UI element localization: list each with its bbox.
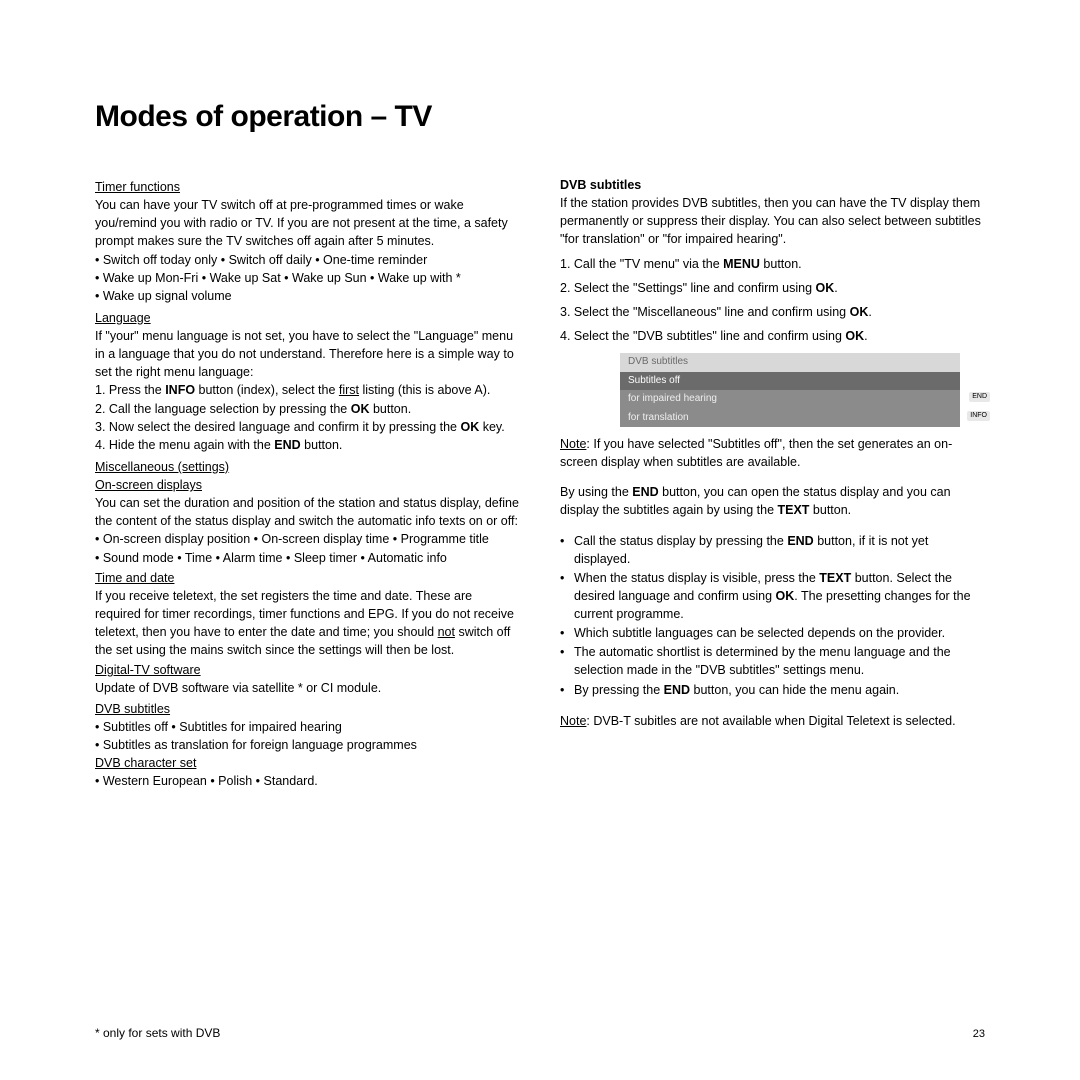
right-column: DVB subtitles If the station provides DV…: [560, 176, 985, 790]
note-2: Note: DVB-T subitles are not available w…: [560, 712, 985, 730]
end-text-p: By using the END button, you can open th…: [560, 483, 985, 519]
menu-row: for translation INFO: [620, 409, 960, 428]
page-number: 23: [973, 1028, 985, 1040]
timer-b2: • Wake up Mon-Fri • Wake up Sat • Wake u…: [95, 269, 520, 287]
timer-head: Timer functions: [95, 178, 520, 196]
info-tag: INFO: [967, 411, 990, 421]
dtv-p: Update of DVB software via satellite * o…: [95, 679, 520, 697]
dvb-subtitles-p1: If the station provides DVB subtitles, t…: [560, 194, 985, 248]
dvb-step-2: 2. Select the "Settings" line and confir…: [560, 279, 985, 297]
lang-step-1: 1. Press the INFO button (index), select…: [95, 381, 520, 399]
left-column: Timer functions You can have your TV swi…: [95, 176, 520, 790]
footnote: * only for sets with DVB: [95, 1026, 220, 1040]
lang-step-4: 4. Hide the menu again with the END butt…: [95, 436, 520, 454]
menu-header: DVB subtitles: [620, 353, 960, 372]
menu-row-selected: Subtitles off: [620, 372, 960, 391]
time-p: If you receive teletext, the set registe…: [95, 587, 520, 660]
char-b: • Western European • Polish • Standard.: [95, 772, 520, 790]
osd-b2: • Sound mode • Time • Alarm time • Sleep…: [95, 549, 520, 567]
list-item: By pressing the END button, you can hide…: [560, 681, 985, 699]
list-item: The automatic shortlist is determined by…: [560, 643, 985, 679]
note-1: Note: If you have selected "Subtitles of…: [560, 435, 985, 471]
dvb-b2: • Subtitles as translation for foreign l…: [95, 736, 520, 754]
timer-b1: • Switch off today only • Switch off dai…: [95, 251, 520, 269]
lang-step-3: 3. Now select the desired language and c…: [95, 418, 520, 436]
dvb-b1: • Subtitles off • Subtitles for impaired…: [95, 718, 520, 736]
language-p1: If "your" menu language is not set, you …: [95, 327, 520, 381]
list-item: Which subtitle languages can be selected…: [560, 624, 985, 642]
dvb-step-1: 1. Call the "TV menu" via the MENU butto…: [560, 255, 985, 273]
language-head: Language: [95, 309, 520, 327]
dvb-menu-screenshot: DVB subtitles Subtitles off for impaired…: [620, 353, 960, 427]
misc-head: Miscellaneous (settings): [95, 458, 520, 476]
dvb-step-4: 4. Select the "DVB subtitles" line and c…: [560, 327, 985, 345]
end-tag: END: [969, 392, 990, 402]
dvb-head: DVB subtitles: [95, 700, 520, 718]
dtv-head: Digital-TV software: [95, 661, 520, 679]
osd-b1: • On-screen display position • On-screen…: [95, 530, 520, 548]
osd-p: You can set the duration and position of…: [95, 494, 520, 530]
timer-b3: • Wake up signal volume: [95, 287, 520, 305]
osd-head: On-screen displays: [95, 476, 520, 494]
instruction-list: Call the status display by pressing the …: [560, 532, 985, 699]
lang-step-2: 2. Call the language selection by pressi…: [95, 400, 520, 418]
dvb-subtitles-head: DVB subtitles: [560, 176, 985, 194]
timer-p1: You can have your TV switch off at pre-p…: [95, 196, 520, 250]
list-item: When the status display is visible, pres…: [560, 569, 985, 623]
dvb-step-3: 3. Select the "Miscellaneous" line and c…: [560, 303, 985, 321]
menu-row: for impaired hearing END: [620, 390, 960, 409]
page-title: Modes of operation – TV: [95, 100, 985, 134]
time-head: Time and date: [95, 569, 520, 587]
content-columns: Timer functions You can have your TV swi…: [95, 176, 985, 790]
list-item: Call the status display by pressing the …: [560, 532, 985, 568]
char-head: DVB character set: [95, 754, 520, 772]
